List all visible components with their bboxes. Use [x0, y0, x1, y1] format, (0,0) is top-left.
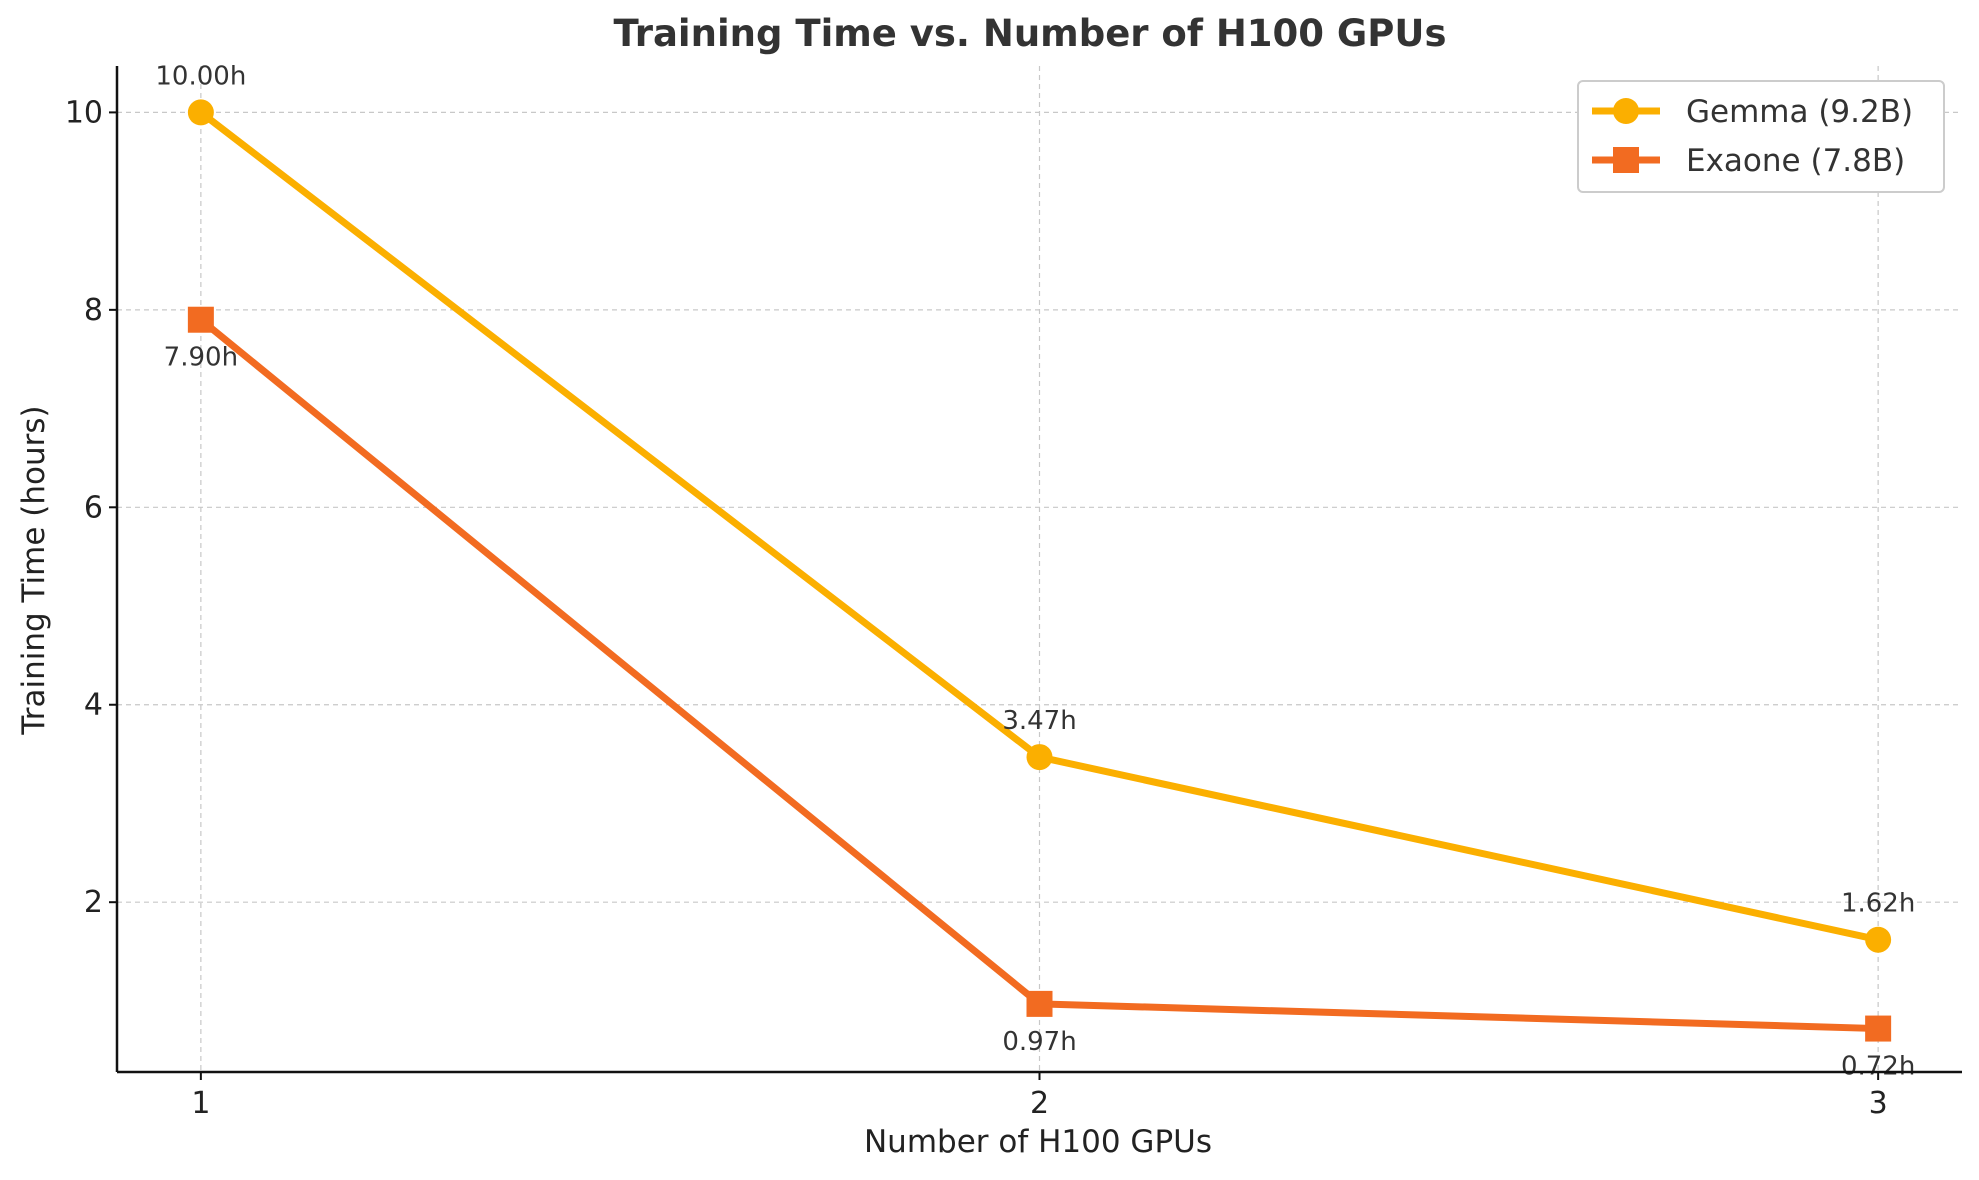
data-label: 3.47h	[1002, 706, 1076, 736]
legend-item-exaone: Exaone (7.8B)	[1592, 143, 1905, 179]
chart-title: Training Time vs. Number of H100 GPUs	[614, 12, 1447, 55]
data-point	[187, 306, 214, 333]
axis-ticks: 1 2 3 2 4 6 8 10	[65, 95, 1888, 1121]
x-tick-label: 2	[1030, 1086, 1049, 1121]
x-tick-label: 1	[191, 1086, 210, 1121]
data-point	[1865, 1015, 1892, 1042]
legend-label-gemma: Gemma (9.2B)	[1686, 94, 1913, 130]
legend-marker-exaone	[1613, 147, 1639, 173]
data-point	[1026, 990, 1053, 1017]
data-point	[1026, 744, 1053, 771]
data-label: 0.72h	[1841, 1052, 1915, 1082]
legend: Gemma (9.2B) Exaone (7.8B)	[1577, 80, 1945, 193]
data-label: 10.00h	[155, 61, 246, 91]
legend-item-gemma: Gemma (9.2B)	[1592, 94, 1913, 130]
x-tick-label: 3	[1869, 1086, 1888, 1121]
data-labels: 10.00h 3.47h 1.62h 7.90h 0.97h 0.72h	[155, 61, 1915, 1081]
data-point	[187, 99, 214, 126]
grid	[117, 66, 1962, 1072]
legend-box	[1577, 80, 1945, 193]
y-tick-label: 10	[65, 95, 103, 130]
y-tick-label: 4	[84, 688, 103, 723]
data-label: 7.90h	[164, 343, 238, 373]
data-label: 0.97h	[1002, 1027, 1076, 1057]
x-axis-label: Number of H100 GPUs	[864, 1124, 1212, 1160]
y-axis-label: Training Time (hours)	[16, 405, 52, 735]
legend-label-exaone: Exaone (7.8B)	[1686, 143, 1905, 179]
legend-marker-gemma	[1613, 98, 1639, 124]
y-tick-label: 8	[84, 293, 103, 328]
series	[187, 99, 1892, 1042]
data-point	[1865, 926, 1892, 953]
data-label: 1.62h	[1841, 889, 1915, 919]
y-tick-label: 2	[84, 885, 103, 920]
y-tick-label: 6	[84, 490, 103, 525]
